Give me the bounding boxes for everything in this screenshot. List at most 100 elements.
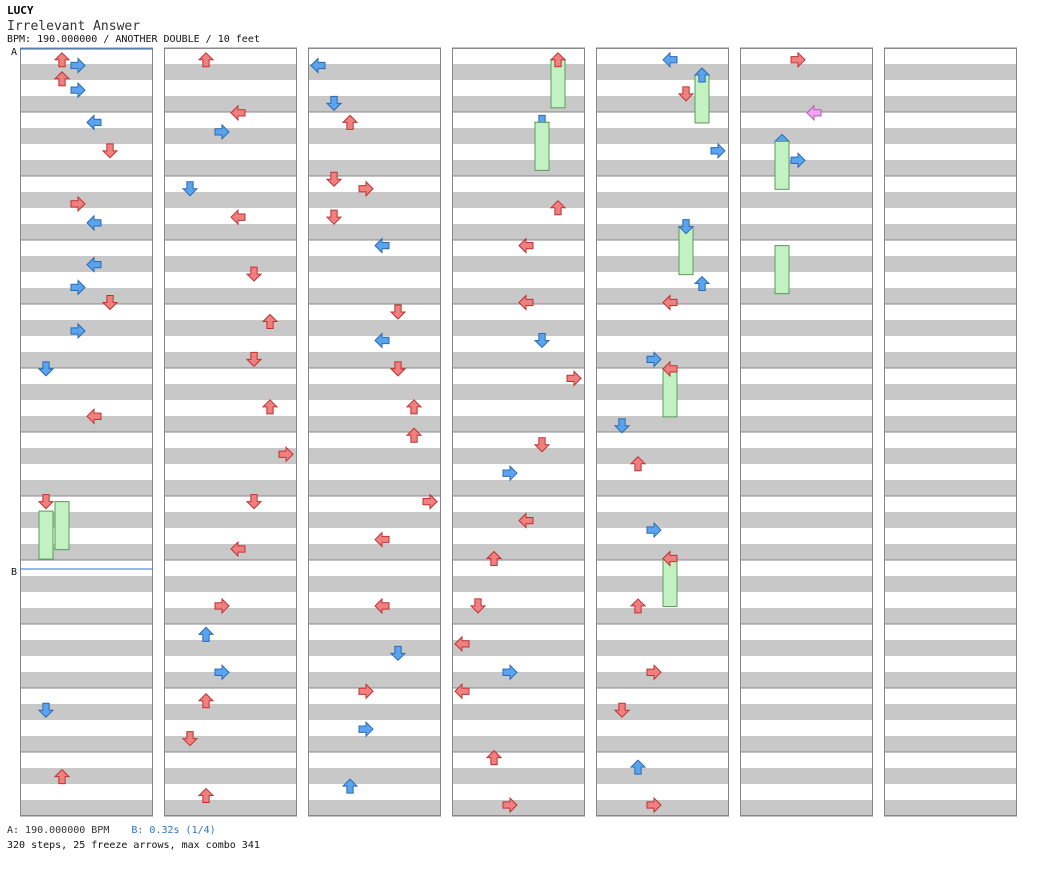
stripe bbox=[164, 256, 297, 272]
stripe bbox=[20, 640, 153, 656]
stripe bbox=[20, 608, 153, 624]
marker-b-label: B bbox=[11, 567, 18, 578]
stripe bbox=[308, 192, 441, 208]
stripe bbox=[452, 672, 585, 688]
stripe bbox=[452, 256, 585, 272]
step-arrow bbox=[629, 598, 647, 614]
stripe bbox=[452, 320, 585, 336]
stripe bbox=[164, 288, 297, 304]
stripe bbox=[596, 320, 729, 336]
step-arrow bbox=[197, 626, 215, 642]
stripe bbox=[164, 576, 297, 592]
step-arrow bbox=[374, 531, 390, 548]
step-arrow bbox=[485, 749, 503, 766]
column-border bbox=[452, 48, 585, 816]
step-arrow bbox=[37, 361, 55, 377]
stripe bbox=[20, 448, 153, 464]
stripe bbox=[164, 160, 297, 176]
step-arrow bbox=[454, 635, 470, 653]
stripe bbox=[884, 672, 1017, 688]
stripe bbox=[884, 416, 1017, 432]
stripe bbox=[20, 480, 153, 496]
step-arrow bbox=[230, 104, 246, 122]
stripe bbox=[308, 96, 441, 112]
stripe bbox=[452, 416, 585, 432]
stripe bbox=[884, 96, 1017, 112]
stripe bbox=[452, 288, 585, 304]
stripe bbox=[164, 416, 297, 432]
step-arrow bbox=[374, 597, 390, 615]
stripe bbox=[164, 800, 297, 816]
stripe bbox=[884, 256, 1017, 272]
step-arrow bbox=[70, 279, 86, 296]
step-arrow bbox=[533, 437, 551, 453]
stripe bbox=[884, 512, 1017, 528]
song-title: Irrelevant Answer bbox=[7, 19, 141, 34]
stripe bbox=[308, 544, 441, 560]
chart-meta: BPM: 190.000000 / ANOTHER DOUBLE / 10 fe… bbox=[7, 34, 260, 45]
freeze-arrow bbox=[54, 501, 70, 551]
stripe bbox=[452, 352, 585, 368]
stripe bbox=[740, 384, 873, 400]
step-arrow bbox=[405, 427, 423, 443]
stripe bbox=[164, 672, 297, 688]
stripe bbox=[452, 512, 585, 528]
stripe bbox=[164, 608, 297, 624]
stripe bbox=[884, 576, 1017, 592]
stripe bbox=[884, 736, 1017, 752]
stripe bbox=[164, 192, 297, 208]
step-arrow bbox=[53, 71, 71, 87]
step-arrow bbox=[358, 180, 374, 197]
stripe bbox=[20, 224, 153, 240]
stripe bbox=[308, 288, 441, 304]
step-arrow bbox=[181, 731, 199, 747]
stripe bbox=[740, 448, 873, 464]
column-border bbox=[740, 48, 873, 816]
stripe bbox=[596, 192, 729, 208]
stripe bbox=[884, 352, 1017, 368]
step-arrow bbox=[278, 446, 294, 463]
stripe bbox=[884, 192, 1017, 208]
step-arrow bbox=[422, 493, 438, 510]
step-arrow bbox=[710, 142, 726, 160]
stripe bbox=[740, 416, 873, 432]
stripe bbox=[740, 96, 873, 112]
stripe bbox=[596, 128, 729, 144]
stripe bbox=[308, 800, 441, 816]
stripe bbox=[740, 288, 873, 304]
stripe bbox=[884, 544, 1017, 560]
stripe bbox=[884, 640, 1017, 656]
stripe bbox=[884, 384, 1017, 400]
step-arrow bbox=[662, 550, 678, 567]
step-arrow bbox=[325, 95, 343, 112]
stripe bbox=[164, 96, 297, 112]
stripe bbox=[884, 224, 1017, 240]
stripe bbox=[740, 640, 873, 656]
step-arrow bbox=[405, 399, 423, 415]
stripe bbox=[452, 480, 585, 496]
stripe bbox=[596, 672, 729, 688]
stripe bbox=[308, 64, 441, 80]
step-arrow bbox=[37, 702, 55, 718]
freeze-arrow bbox=[534, 121, 550, 171]
stripe bbox=[308, 448, 441, 464]
step-arrow bbox=[374, 332, 390, 349]
stripe bbox=[452, 608, 585, 624]
stripe bbox=[20, 352, 153, 368]
stripe bbox=[20, 416, 153, 432]
step-arrow bbox=[70, 81, 86, 99]
step-arrow bbox=[70, 57, 86, 74]
step-arrow bbox=[358, 683, 374, 700]
step-arrow bbox=[325, 171, 343, 187]
stripe bbox=[308, 128, 441, 144]
stripe bbox=[20, 288, 153, 304]
stripe bbox=[164, 320, 297, 336]
stripe bbox=[596, 448, 729, 464]
step-arrow bbox=[693, 67, 711, 83]
step-arrow bbox=[662, 51, 678, 68]
step-arrow bbox=[245, 266, 263, 282]
step-arrow bbox=[566, 370, 582, 387]
step-arrow bbox=[693, 275, 711, 292]
stripe bbox=[164, 768, 297, 784]
